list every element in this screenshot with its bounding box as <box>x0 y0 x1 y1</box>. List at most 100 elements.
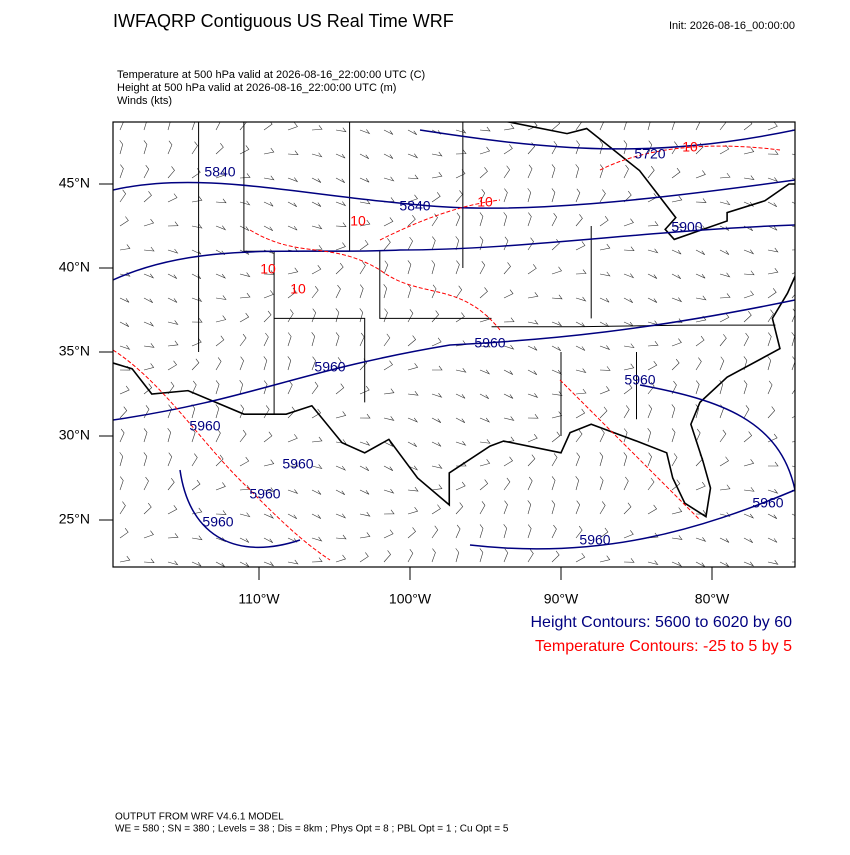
wind-barb <box>743 537 754 544</box>
wind-barb <box>335 332 340 347</box>
wind-barb <box>455 441 467 446</box>
wind-barb <box>167 248 179 254</box>
wind-barb <box>527 500 532 515</box>
wind-barb <box>119 345 131 350</box>
wind-barb <box>359 332 365 347</box>
wind-barb <box>695 295 707 301</box>
wind-barb <box>623 140 628 155</box>
height-label: 5840 <box>204 164 235 180</box>
wind-barb <box>359 552 369 563</box>
wind-barb <box>479 287 488 299</box>
wind-barb <box>503 416 515 421</box>
wind-barb <box>743 431 753 443</box>
wind-barb <box>455 190 463 203</box>
wind-barb <box>215 510 227 515</box>
wind-barb <box>767 201 778 208</box>
wind-barb <box>359 465 370 471</box>
wind-barb <box>599 140 604 155</box>
wind-barb <box>551 369 563 375</box>
wind-barb <box>719 380 724 395</box>
wind-barb <box>407 527 416 539</box>
wind-barb <box>647 381 655 395</box>
wind-barb <box>527 212 532 227</box>
wind-barb <box>191 561 202 567</box>
wind-barb <box>455 393 466 399</box>
height-label: 5960 <box>474 335 505 351</box>
wind-barb <box>167 140 173 155</box>
wind-barb <box>647 221 659 227</box>
wind-barb <box>287 356 292 371</box>
lat-label: 25°N <box>59 511 90 527</box>
wind-barb <box>431 464 443 469</box>
wind-barb <box>503 236 509 251</box>
wind-barb <box>719 429 727 443</box>
wind-barb <box>551 431 561 443</box>
wind-barb <box>407 309 414 323</box>
wind-barb <box>239 292 251 299</box>
wind-barb <box>215 198 227 204</box>
wind-barb <box>335 513 347 519</box>
wind-barb <box>359 239 369 251</box>
wind-barb <box>527 188 532 203</box>
wind-barb <box>575 388 587 395</box>
wind-barb <box>359 129 371 135</box>
height-label: 5720 <box>634 146 665 162</box>
wind-barb <box>431 548 436 563</box>
map-area: 5840584057205900596059605960596059605960… <box>113 122 795 567</box>
wind-barb <box>623 273 635 279</box>
wind-barb <box>287 380 293 395</box>
wind-barb <box>239 122 247 131</box>
wind-barb <box>503 393 514 399</box>
wind-barb <box>383 441 394 447</box>
wind-barb <box>239 404 244 419</box>
wind-barb <box>311 201 322 207</box>
wind-barb <box>647 560 659 566</box>
wind-barb <box>647 477 655 491</box>
wind-barb <box>599 243 611 251</box>
wind-barb <box>359 199 371 205</box>
wind-barb <box>599 527 609 539</box>
wind-barb <box>191 141 198 155</box>
field-line: Height at 500 hPa valid at 2026-08-16_22… <box>117 82 396 94</box>
wind-barb <box>503 477 511 491</box>
wind-barb <box>455 548 460 563</box>
wind-barb <box>383 550 391 563</box>
wind-barb <box>719 313 730 323</box>
wind-barb <box>767 537 778 543</box>
wind-barb <box>767 268 779 275</box>
lat-label: 45°N <box>59 175 90 191</box>
wind-barb <box>239 380 244 395</box>
wind-barb <box>695 198 707 203</box>
wind-barb <box>239 333 247 347</box>
wind-barb <box>167 505 178 515</box>
wind-barb <box>431 151 443 157</box>
wind-barb <box>311 125 323 131</box>
wind-barb <box>215 357 222 371</box>
wind-barb <box>719 334 727 347</box>
wind-barb <box>335 222 347 227</box>
wind-barb <box>743 310 752 323</box>
temperature-contour <box>599 145 781 171</box>
wind-barb <box>431 236 436 251</box>
wind-barb <box>119 501 126 515</box>
wind-barb <box>575 122 583 131</box>
wind-barb <box>119 428 125 443</box>
wind-barb <box>551 188 556 203</box>
wind-barb <box>503 456 513 467</box>
wind-barb <box>695 537 707 542</box>
wind-barb <box>359 385 370 395</box>
wind-barb <box>503 212 508 227</box>
wind-barb <box>623 343 635 349</box>
temperature-label: 10 <box>290 281 306 297</box>
wind-barb <box>671 122 675 131</box>
wind-barb <box>335 242 346 251</box>
wind-barb <box>791 356 795 371</box>
height-contour <box>113 179 795 209</box>
wind-barb <box>287 150 299 155</box>
height-label: 5960 <box>202 514 233 530</box>
wind-barb <box>335 308 340 323</box>
wind-barb <box>503 344 515 350</box>
wind-barb <box>335 201 347 207</box>
wind-barb <box>287 462 299 467</box>
wind-barb <box>503 289 514 299</box>
